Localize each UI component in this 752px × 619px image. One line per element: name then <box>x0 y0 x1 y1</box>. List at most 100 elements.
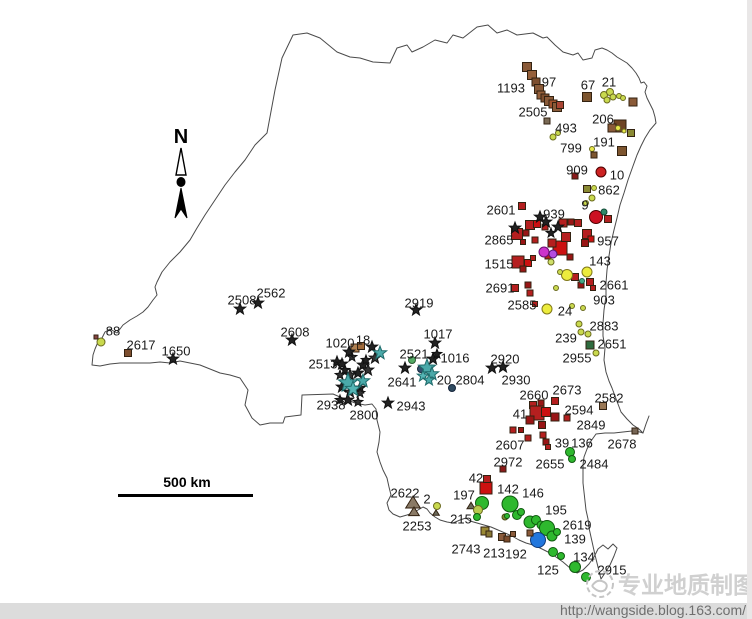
sample-label: 24 <box>558 304 572 319</box>
marker-square <box>524 281 532 289</box>
sample-label: 2800 <box>350 408 379 423</box>
sample-label: 939 <box>543 207 565 222</box>
sample-label: 2660 <box>520 388 549 403</box>
marker-square <box>599 402 607 410</box>
marker-circle <box>501 495 519 513</box>
marker-star <box>232 301 248 316</box>
scale-bar: 500 km <box>118 474 253 497</box>
marker-square <box>524 434 532 442</box>
watermark-url[interactable]: http://wangside.blog.163.com/ <box>560 602 746 618</box>
marker-star <box>333 368 347 381</box>
marker-square <box>520 239 526 245</box>
marker-circle <box>615 125 621 131</box>
marker-circle <box>538 246 550 258</box>
marker-square <box>532 301 538 307</box>
sample-label: 197 <box>453 488 475 503</box>
sample-label: 2601 <box>487 203 516 218</box>
sample-label: 2651 <box>598 337 627 352</box>
marker-circle <box>575 320 583 328</box>
marker-star <box>430 347 444 360</box>
marker-square <box>586 278 594 286</box>
sample-label: 21 <box>602 75 616 90</box>
marker-square <box>563 414 571 422</box>
sample-label: 2619 <box>563 518 592 533</box>
marker-square <box>561 232 571 242</box>
sample-label: 2938 <box>317 398 346 413</box>
sample-label: 2655 <box>536 457 565 472</box>
sample-label: 136 <box>571 436 593 451</box>
marker-star <box>334 356 350 371</box>
sample-label: 2678 <box>608 437 637 452</box>
sample-label: 39 <box>555 436 569 451</box>
sample-label: 20 <box>437 373 451 388</box>
marker-circle <box>553 528 561 536</box>
sample-label: 142 <box>497 482 519 497</box>
marker-circle <box>557 269 563 275</box>
watermark-logo-icon <box>586 570 614 598</box>
marker-circle <box>577 328 585 336</box>
marker-circle <box>581 572 591 582</box>
marker-circle <box>600 208 608 216</box>
sample-label: 9 <box>581 198 588 213</box>
sample-label: 2582 <box>595 391 624 406</box>
marker-square <box>545 444 551 450</box>
marker-circle <box>588 194 596 202</box>
marker-square <box>582 229 592 239</box>
sample-label: 191 <box>593 135 615 150</box>
sample-label: 2972 <box>494 455 523 470</box>
marker-square <box>526 289 534 297</box>
compass-needle-bottom <box>174 187 188 219</box>
sample-label: 2607 <box>496 438 525 453</box>
sample-label: 2513 <box>309 357 338 372</box>
marker-star <box>408 302 424 317</box>
sample-label: 2743 <box>452 542 481 557</box>
marker-square <box>518 202 526 210</box>
sample-label: 1017 <box>424 327 453 342</box>
sample-label: 2865 <box>485 233 514 248</box>
sample-label: 2622 <box>391 486 420 501</box>
marker-square <box>519 265 527 273</box>
sample-label: 2641 <box>388 375 417 390</box>
marker-circle <box>473 513 481 521</box>
north-arrow: N <box>174 126 188 219</box>
marker-star <box>354 372 372 388</box>
marker-square <box>581 239 589 247</box>
sample-label: 2955 <box>563 351 592 366</box>
marker-square <box>525 415 535 425</box>
marker-circle <box>541 303 553 315</box>
marker-star <box>397 360 413 375</box>
marker-square <box>483 475 491 483</box>
marker-star <box>423 365 441 381</box>
sample-label: 2849 <box>577 418 606 433</box>
marker-square <box>617 146 627 156</box>
bottom-band <box>0 603 752 619</box>
marker-square <box>566 253 574 261</box>
marker-circle <box>621 128 627 134</box>
marker-square <box>357 342 365 350</box>
marker-circle <box>408 356 416 364</box>
marker-square <box>567 218 575 226</box>
sample-label: 2608 <box>281 325 310 340</box>
marker-square <box>590 285 596 291</box>
sample-label: 88 <box>106 324 120 339</box>
marker-circle <box>561 269 573 281</box>
marker-square <box>571 172 579 180</box>
marker-circle <box>548 547 558 557</box>
marker-square <box>503 535 511 543</box>
sample-label: 957 <box>597 234 619 249</box>
marker-star <box>359 353 373 366</box>
marker-star <box>371 344 389 360</box>
marker-circle <box>568 455 576 463</box>
marker-star <box>250 295 266 310</box>
marker-star <box>538 214 554 229</box>
marker-star <box>544 226 558 239</box>
marker-star <box>360 362 376 377</box>
marker-circle <box>581 266 593 278</box>
watermark: 专业地质制图 <box>586 570 752 598</box>
sample-label: 1650 <box>162 344 191 359</box>
marker-square <box>539 431 547 439</box>
marker-square <box>538 421 546 429</box>
